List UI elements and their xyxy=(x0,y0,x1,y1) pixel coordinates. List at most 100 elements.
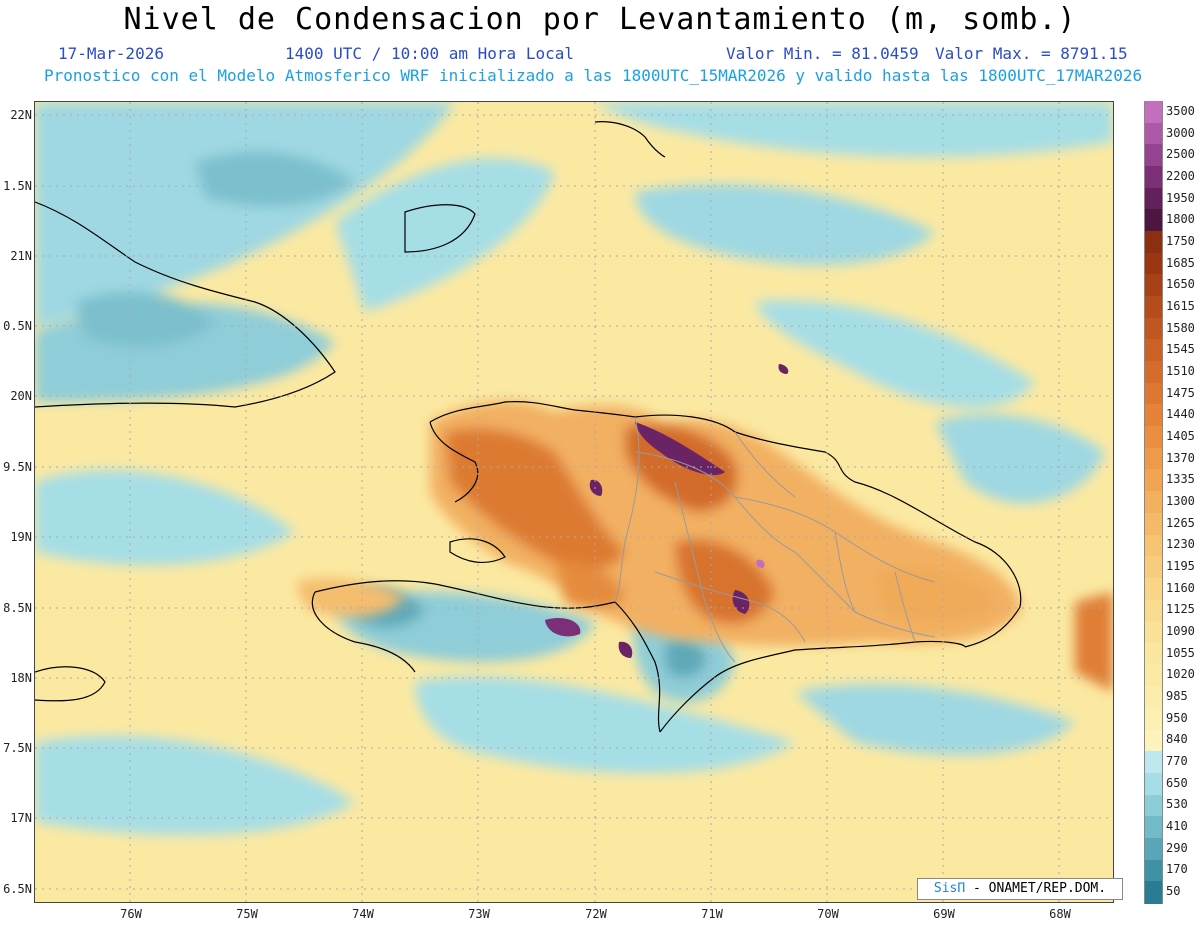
colorbar-swatch xyxy=(1144,209,1163,232)
colorbar-label: 950 xyxy=(1166,710,1188,725)
colorbar-label: 1195 xyxy=(1166,559,1195,574)
colorbar-label: 1950 xyxy=(1166,190,1195,205)
colorbar-swatch xyxy=(1144,794,1163,817)
colorbar-swatch xyxy=(1144,231,1163,254)
lat-label: 1.5N xyxy=(3,179,32,193)
colorbar-label: 1580 xyxy=(1166,320,1195,335)
colorbar-label: 985 xyxy=(1166,689,1188,704)
colorbar-swatch xyxy=(1144,729,1163,752)
colorbar-label: 1335 xyxy=(1166,472,1195,487)
credit-brand: SisΠ xyxy=(933,881,966,896)
colorbar-label: 1545 xyxy=(1166,342,1195,357)
colorbar-label: 650 xyxy=(1166,775,1188,790)
colorbar-swatch xyxy=(1144,621,1163,644)
lat-label: 0.5N xyxy=(3,319,32,333)
forecast-date: 17-Mar-2026 xyxy=(58,44,164,63)
colorbar-label: 1440 xyxy=(1166,407,1195,422)
lon-label: 75W xyxy=(236,907,258,921)
lon-label: 74W xyxy=(352,907,374,921)
colorbar-label: 3500 xyxy=(1166,103,1195,118)
colorbar-swatch xyxy=(1144,686,1163,709)
colorbar-swatch xyxy=(1144,751,1163,774)
colorbar-label: 1405 xyxy=(1166,428,1195,443)
lat-label: 21N xyxy=(10,249,32,263)
lon-label: 71W xyxy=(701,907,723,921)
colorbar-label: 1125 xyxy=(1166,602,1195,617)
colorbar-swatch xyxy=(1144,447,1163,471)
lat-label: 20N xyxy=(10,389,32,403)
lat-label: 17N xyxy=(10,811,32,825)
credit-box: SisΠ - ONAMET/REP.DOM. xyxy=(917,878,1123,900)
colorbar-swatch xyxy=(1144,187,1163,210)
colorbar-swatch xyxy=(1144,664,1163,687)
lon-label: 68W xyxy=(1049,907,1071,921)
colorbar-label: 3000 xyxy=(1166,125,1195,140)
lat-label: 18N xyxy=(10,671,32,685)
colorbar-swatch xyxy=(1144,491,1163,514)
colorbar-label: 410 xyxy=(1166,819,1188,834)
colorbar-swatch xyxy=(1144,816,1163,839)
colorbar-label: 1685 xyxy=(1166,255,1195,270)
colorbar-swatch xyxy=(1144,122,1163,145)
colorbar-swatch xyxy=(1144,642,1163,666)
lon-label: 76W xyxy=(120,907,142,921)
colorbar-label: 1475 xyxy=(1166,385,1195,400)
colorbar-label: 1650 xyxy=(1166,277,1195,292)
colorbar-label: 1090 xyxy=(1166,624,1195,639)
colorbar-swatch xyxy=(1144,426,1163,449)
colorbar-label: 170 xyxy=(1166,862,1188,877)
colorbar-swatch xyxy=(1144,599,1163,622)
map-title: Nivel de Condensacion por Levantamiento … xyxy=(123,2,1077,37)
shading-high-lcl xyxy=(295,401,1113,692)
colorbar-label: 1055 xyxy=(1166,645,1195,660)
colorbar-swatch xyxy=(1144,577,1163,601)
colorbar-swatch xyxy=(1144,361,1163,384)
colorbar-label: 1370 xyxy=(1166,450,1195,465)
colorbar-swatch xyxy=(1144,556,1163,579)
colorbar-swatch xyxy=(1144,837,1163,861)
credit-text: - ONAMET/REP.DOM. xyxy=(965,881,1107,896)
lat-label: 22N xyxy=(10,108,32,122)
colorbar xyxy=(1144,101,1163,904)
model-subtitle: Pronostico con el Modelo Atmosferico WRF… xyxy=(44,66,1143,85)
colorbar-swatch xyxy=(1144,252,1163,275)
colorbar-swatch xyxy=(1144,101,1163,124)
colorbar-label: 1265 xyxy=(1166,515,1195,530)
map-canvas xyxy=(35,102,1113,902)
lon-label: 73W xyxy=(468,907,490,921)
graticule xyxy=(35,102,1113,902)
coastlines xyxy=(35,121,1022,733)
lcl-map xyxy=(34,101,1114,903)
colorbar-label: 1800 xyxy=(1166,212,1195,227)
lon-label: 72W xyxy=(585,907,607,921)
colorbar-label: 50 xyxy=(1166,884,1181,899)
colorbar-swatch xyxy=(1144,881,1163,904)
colorbar-label: 2500 xyxy=(1166,147,1195,162)
colorbar-swatch xyxy=(1144,296,1163,319)
colorbar-swatch xyxy=(1144,534,1163,557)
colorbar-swatch xyxy=(1144,317,1163,341)
min-value-label: Valor Min. = 81.0459 xyxy=(726,44,919,63)
colorbar-label: 840 xyxy=(1166,732,1188,747)
colorbar-swatch xyxy=(1144,382,1163,406)
colorbar-label: 1615 xyxy=(1166,298,1195,313)
colorbar-swatch xyxy=(1144,404,1163,427)
colorbar-swatch xyxy=(1144,859,1163,882)
colorbar-swatch xyxy=(1144,339,1163,362)
lat-label: 19N xyxy=(10,530,32,544)
colorbar-swatch xyxy=(1144,166,1163,189)
lon-label: 69W xyxy=(933,907,955,921)
colorbar-swatch xyxy=(1144,512,1163,536)
lat-label: 7.5N xyxy=(3,741,32,755)
colorbar-label: 1300 xyxy=(1166,494,1195,508)
colorbar-swatch xyxy=(1144,469,1163,492)
colorbar-label: 290 xyxy=(1166,840,1188,855)
lat-label: 6.5N xyxy=(3,882,32,896)
colorbar-label: 2200 xyxy=(1166,168,1195,183)
colorbar-swatch xyxy=(1144,144,1163,167)
colorbar-label: 1230 xyxy=(1166,537,1195,552)
colorbar-label: 1020 xyxy=(1166,667,1195,682)
colorbar-label: 1750 xyxy=(1166,233,1195,248)
colorbar-label: 770 xyxy=(1166,754,1188,769)
colorbar-label: 1510 xyxy=(1166,363,1195,378)
